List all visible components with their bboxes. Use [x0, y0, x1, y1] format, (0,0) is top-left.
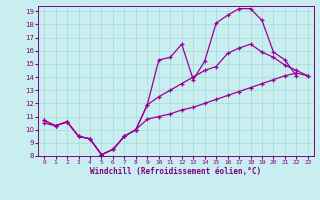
- X-axis label: Windchill (Refroidissement éolien,°C): Windchill (Refroidissement éolien,°C): [91, 167, 261, 176]
